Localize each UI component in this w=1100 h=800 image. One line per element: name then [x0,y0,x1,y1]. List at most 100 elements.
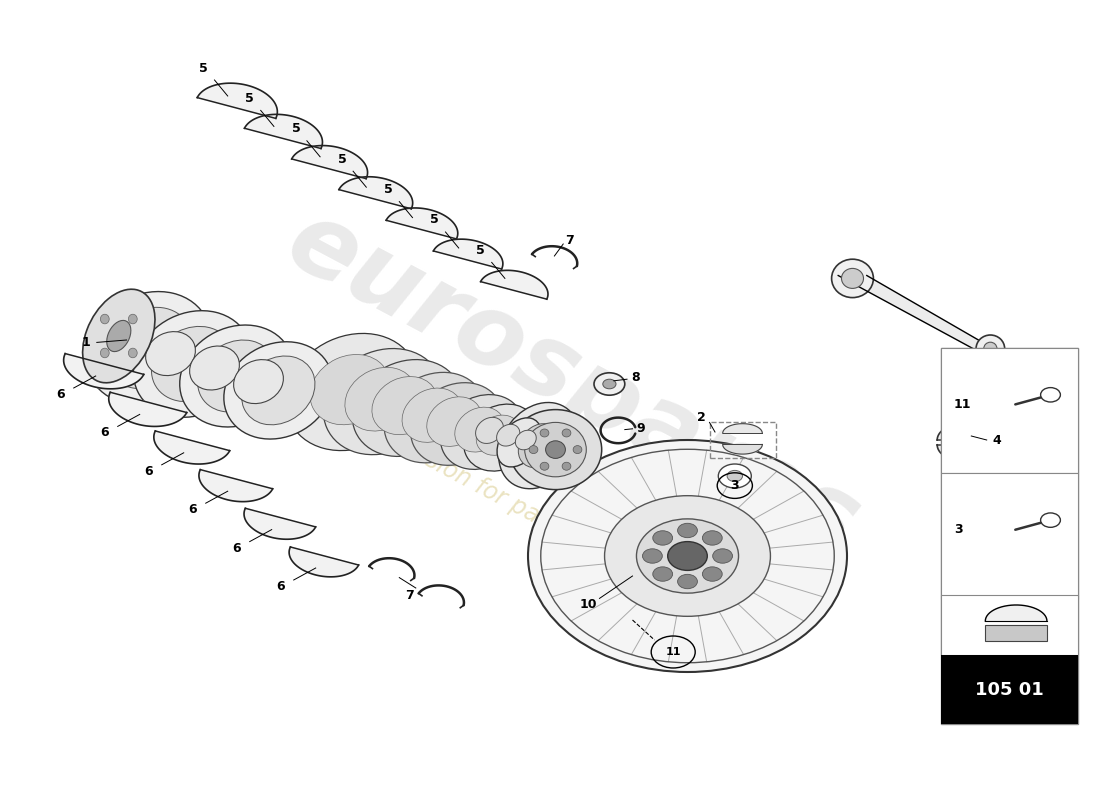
Ellipse shape [540,429,549,437]
Ellipse shape [509,410,602,490]
Bar [940,595,1078,655]
Text: 7: 7 [565,234,574,246]
Text: 105 01: 105 01 [975,681,1044,698]
Polygon shape [386,208,458,239]
Circle shape [703,530,723,545]
Ellipse shape [384,372,485,463]
Polygon shape [433,239,503,269]
Circle shape [594,373,625,395]
Circle shape [1041,513,1060,527]
Ellipse shape [152,326,233,402]
Polygon shape [109,392,187,426]
Ellipse shape [310,354,389,425]
Ellipse shape [129,314,138,324]
Text: 4: 4 [992,434,1001,446]
Circle shape [603,379,616,389]
Bar [940,474,1078,598]
Ellipse shape [525,422,586,477]
Ellipse shape [642,446,697,666]
Ellipse shape [498,402,580,489]
Text: 5: 5 [245,92,254,105]
Ellipse shape [86,291,211,405]
Polygon shape [289,547,359,577]
Text: 6: 6 [188,503,197,516]
Text: 8: 8 [631,371,640,384]
Text: 1: 1 [81,336,90,349]
Ellipse shape [454,407,505,452]
Ellipse shape [286,334,418,450]
Circle shape [528,440,847,672]
Polygon shape [838,275,1000,353]
Text: 3: 3 [730,479,739,492]
Ellipse shape [82,290,155,382]
Ellipse shape [842,268,864,288]
Polygon shape [937,445,999,462]
Circle shape [605,496,770,616]
Polygon shape [64,354,144,389]
Ellipse shape [976,335,1004,362]
Text: 6: 6 [100,426,109,439]
Polygon shape [244,508,316,539]
Text: 5: 5 [384,183,393,196]
Ellipse shape [107,321,131,351]
Circle shape [718,464,751,488]
Ellipse shape [518,424,560,467]
Ellipse shape [832,259,873,298]
Ellipse shape [133,310,252,418]
Polygon shape [937,422,999,440]
Polygon shape [723,445,762,454]
Text: 11: 11 [666,647,681,657]
Circle shape [652,530,672,545]
Ellipse shape [651,443,706,669]
Ellipse shape [540,462,549,470]
Text: 5: 5 [430,214,439,226]
Ellipse shape [129,348,138,358]
Ellipse shape [476,415,520,455]
Bar [710,422,776,458]
Ellipse shape [516,430,536,450]
Ellipse shape [562,462,571,470]
Ellipse shape [635,450,688,662]
Ellipse shape [233,360,284,403]
Ellipse shape [345,367,416,431]
Circle shape [678,574,697,589]
Ellipse shape [372,377,438,434]
Text: eurospares: eurospares [270,193,874,575]
Ellipse shape [242,356,315,425]
Ellipse shape [496,424,520,446]
Polygon shape [723,424,762,434]
Text: 10: 10 [580,598,597,610]
Polygon shape [154,431,230,464]
Ellipse shape [529,446,538,454]
Circle shape [1041,388,1060,402]
Bar [940,348,1078,474]
Text: 3: 3 [954,523,962,536]
Ellipse shape [562,429,571,437]
Polygon shape [339,177,412,209]
Bar [940,655,1078,724]
Circle shape [637,519,738,593]
Ellipse shape [223,342,333,439]
Ellipse shape [352,359,462,457]
Bar [940,348,1078,724]
Circle shape [678,523,697,538]
Circle shape [713,549,733,563]
Polygon shape [292,146,367,178]
Ellipse shape [573,446,582,454]
Ellipse shape [497,418,541,467]
Text: 6: 6 [276,580,285,593]
Polygon shape [481,270,548,299]
Ellipse shape [440,394,524,470]
Circle shape [703,567,723,582]
Text: 5: 5 [292,122,300,135]
Text: 5: 5 [199,62,208,74]
Text: 5: 5 [476,244,485,257]
Ellipse shape [410,382,503,466]
Ellipse shape [189,346,240,390]
Text: 6: 6 [144,465,153,478]
Text: 7: 7 [405,589,414,602]
Ellipse shape [475,418,504,443]
Text: 6: 6 [232,542,241,554]
Polygon shape [197,83,277,118]
Ellipse shape [198,340,275,412]
